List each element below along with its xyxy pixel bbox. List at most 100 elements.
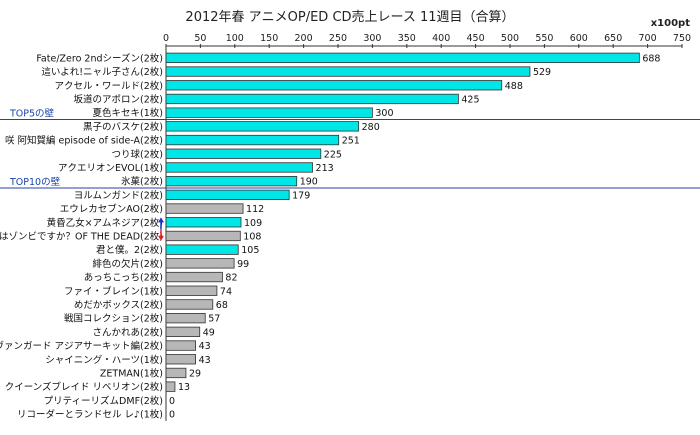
category-label: 君と僕。2(2枚) [96,244,163,256]
value-label: 529 [533,67,551,78]
annotation-label: TOP5の壁 [9,108,55,120]
value-label: 49 [203,327,215,338]
bar [165,285,218,296]
category-label: ファイ・ブレイン(1枚) [64,285,163,297]
bar [165,326,201,338]
value-label: 488 [505,81,523,92]
x-tick-label: 750 [673,33,691,44]
x-tick-label: 700 [639,33,657,44]
x-tick-label: 650 [604,33,622,44]
bar [165,52,640,63]
bar [165,230,241,242]
category-label: ZETMAN(1枚) [100,367,163,379]
category-label: ヴァンガード アジアサーキット編(2枚) [0,340,163,352]
arrow-down-head [158,235,164,241]
category-label: 坂道のアポロン(2枚) [74,93,163,105]
x-tick-label: 350 [398,33,416,44]
value-label: 213 [316,163,334,174]
x-tick-label: 600 [570,33,588,44]
category-label: さんかれあ(2枚) [93,326,163,338]
x-tick-label: 150 [260,33,278,44]
value-label: 68 [216,300,228,311]
bar [165,217,242,228]
category-label: 戦国コレクション(2枚) [64,313,163,325]
category-label: 黒子のバスケ(2枚) [83,121,163,133]
category-label: あっちこっち(2枚) [84,272,163,284]
value-label: 0 [169,396,175,407]
bar [165,312,206,324]
category-label: つり球(2枚) [112,148,163,160]
value-label: 190 [300,177,318,188]
category-label: 夏色キセキ(1枚) [93,107,163,119]
value-label: 179 [292,190,310,201]
value-label: 99 [237,259,249,270]
category-label: 黄昏乙女×アムネジア(2枚) [47,217,163,229]
value-label: 225 [324,149,342,160]
annotations: TOP5の壁 TOP10の壁 [0,108,700,189]
x-tick-label: 50 [194,33,206,44]
category-label: アクエリオンEVOL(1枚) [58,162,163,174]
value-label: 0 [169,410,175,421]
category-label: アクセル・ワールド(2枚) [55,80,163,92]
category-label: 這いよれ!ニャル子さん(2枚) [41,66,163,78]
bar [165,148,322,159]
arrow-up-head [158,217,164,223]
x-tick-label: 0 [163,33,169,44]
bar [165,93,459,105]
chart-title: 2012年春 アニメOP/ED CD売上レース 11週目（合算） [185,9,514,25]
bar [165,381,176,392]
bar [165,299,214,310]
category-label: クイーンズブレイド リベリオン(2枚) [5,381,163,393]
bar [165,162,313,173]
category-label: 咲 阿知賀編 episode of side-A(2枚) [5,135,163,147]
bar [165,66,531,77]
category-label: ヨルムンガンド(2枚) [74,189,163,201]
value-label: 280 [362,122,380,133]
value-label: 300 [375,108,393,119]
swap-arrows [158,217,164,241]
value-label: 108 [243,231,261,242]
x-tick-label: 250 [329,33,347,44]
category-labels: Fate/Zero 2ndシーズン(2枚) 這いよれ!ニャル子さん(2枚) アクセル… [0,52,163,420]
value-label: 74 [220,286,232,297]
value-label: 109 [244,218,262,229]
x-tick-label: 300 [363,33,381,44]
value-label: 688 [642,53,660,64]
bar [165,80,503,91]
bar [165,258,235,269]
value-label: 251 [342,136,360,147]
bar [165,175,298,187]
value-label: 112 [246,204,264,215]
x-axis-ticks: 0 50 100 150 200 250 300 350 400 450 500 550 600 650 7… [163,33,691,421]
bar [165,340,196,351]
category-label: エウレカセブンAO(2枚) [60,203,163,215]
category-label: リコーダーとランドセル レ♪(1枚) [17,409,163,421]
category-label: プリティーリズムDMF(2枚) [44,395,163,407]
bar [165,367,187,379]
x-tick-label: 200 [295,33,313,44]
bars [165,52,640,392]
bar [165,121,360,132]
value-label: 29 [189,368,201,379]
value-label: 43 [199,341,211,352]
x-tick-label: 400 [432,33,450,44]
bar [165,189,290,201]
category-label: 氷菓(2枚) [121,176,163,188]
x-tick-label: 550 [535,33,553,44]
category-label: これはゾンビですか？OF THE DEAD(2枚) [0,230,163,242]
bar [165,134,340,146]
bar [165,354,196,365]
value-label: 105 [241,245,259,256]
unit-label: x100pt [651,18,690,29]
value-label: 425 [461,94,479,105]
bar [165,271,223,283]
x-tick-label: 100 [226,33,244,44]
category-label: めだかボックス(2枚) [74,299,163,311]
value-label: 57 [208,314,220,325]
bar [165,203,244,214]
value-label: 43 [199,355,211,366]
annotation-label: TOP10の壁 [9,176,61,188]
bar [165,107,373,118]
